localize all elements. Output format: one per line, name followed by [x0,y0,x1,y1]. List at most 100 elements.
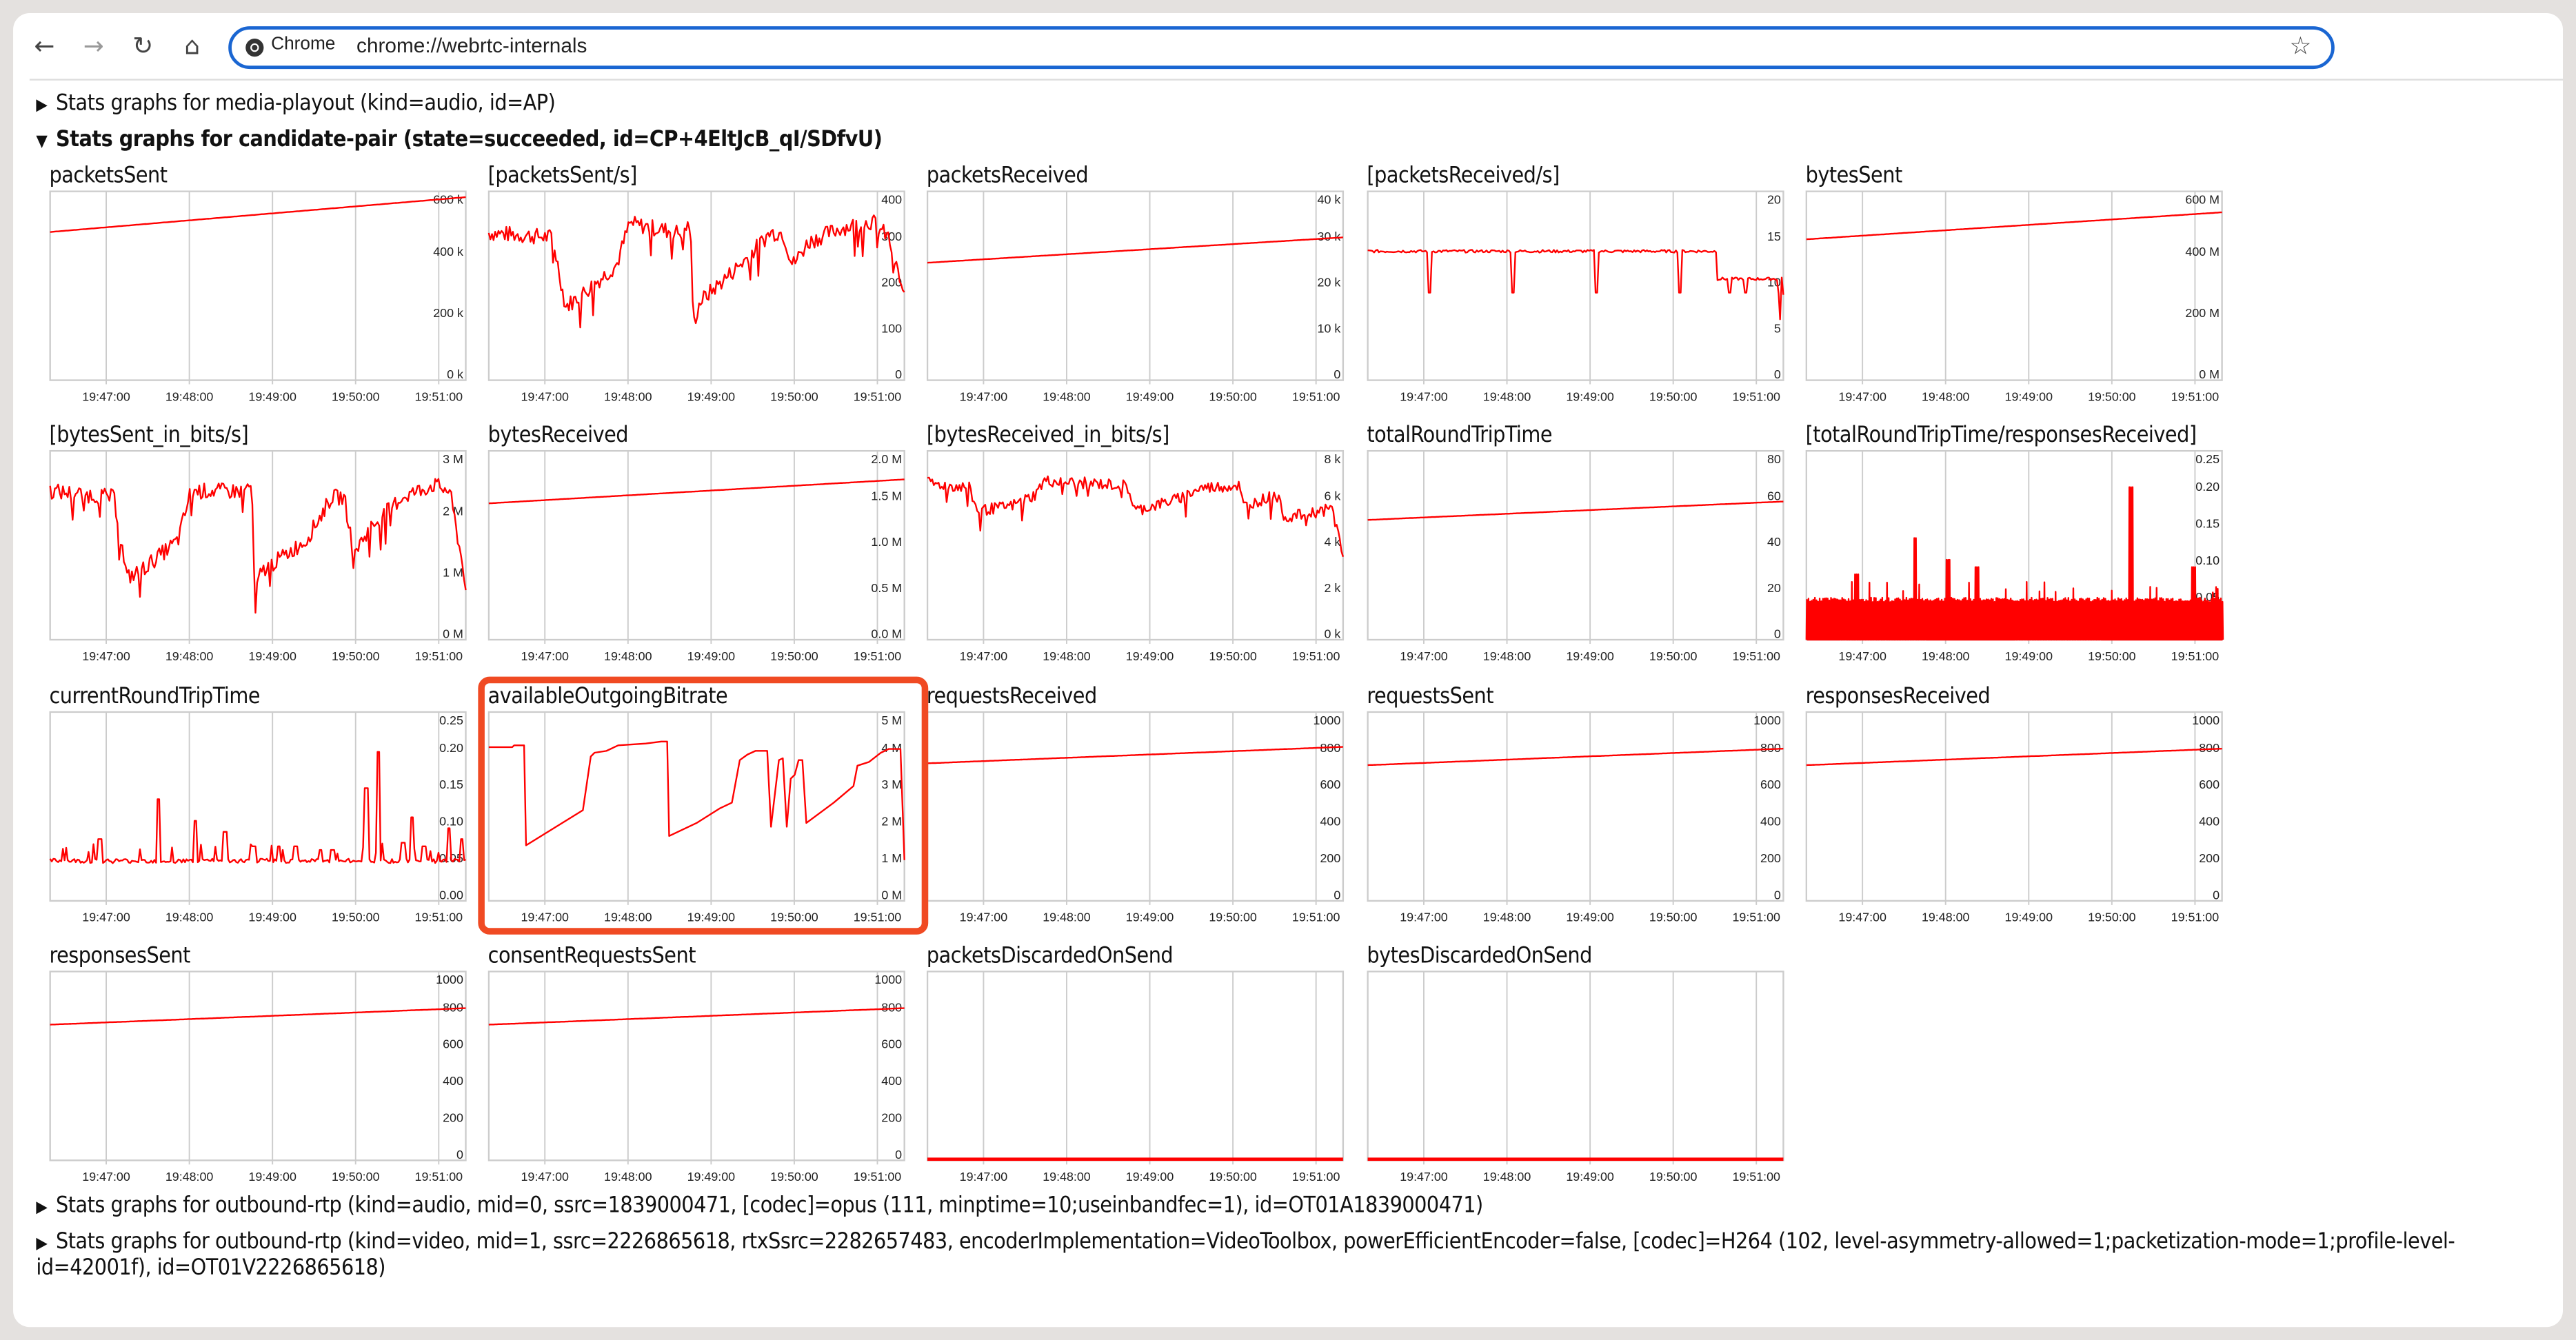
section-label: Stats graphs for candidate-pair (state=s… [56,128,883,153]
svg-text:19:51:00: 19:51:00 [854,649,902,663]
graph-panel: [bytesReceived_in_bits/s] 19:47:00 19:48:0… [926,424,1351,670]
graph-panel: consentRequestsSent 19:47:00 19:48:00 19:49… [487,944,912,1190]
svg-text:19:47:00: 19:47:00 [82,1170,130,1184]
svg-text:19:49:00: 19:49:00 [248,389,296,403]
svg-text:19:51:00: 19:51:00 [415,389,463,403]
svg-text:19:49:00: 19:49:00 [248,911,296,924]
svg-text:0.10: 0.10 [2195,554,2220,567]
svg-text:19:48:00: 19:48:00 [1483,911,1531,924]
svg-text:400: 400 [443,1074,463,1088]
section-media-playout[interactable]: ▶ Stats graphs for media-playout (kind=au… [36,92,555,116]
graph-canvas: 19:47:00 19:48:00 19:49:00 19:50:00 19:51:00… [49,711,467,924]
svg-text:200: 200 [1760,851,1781,865]
svg-text:200: 200 [443,1111,463,1125]
svg-text:0: 0 [2213,889,2220,902]
home-icon[interactable]: ⌂ [184,31,201,61]
svg-text:19:48:00: 19:48:00 [604,1170,652,1184]
series-line [488,740,905,860]
series-line [927,746,1343,764]
forward-icon[interactable]: → [83,31,104,61]
svg-text:3 M: 3 M [881,778,902,791]
svg-text:19:50:00: 19:50:00 [332,1170,380,1184]
graph-title: consentRequestsSent [487,944,696,969]
reload-icon[interactable]: ↻ [132,31,154,61]
svg-text:4 k: 4 k [1324,535,1340,549]
graph-canvas: 19:47:00 19:48:00 19:49:00 19:50:00 19:51:00… [49,971,467,1184]
graph-panel: requestsSent 19:47:00 19:48:00 19:49:00 19:5… [1367,685,1791,931]
svg-text:0.00: 0.00 [439,889,463,902]
svg-text:0.15: 0.15 [439,778,463,791]
graph-title: requestsSent [1367,684,1494,710]
svg-text:400: 400 [1760,815,1781,829]
svg-text:19:50:00: 19:50:00 [770,649,818,663]
graph-panel: packetsSent 19:47:00 19:48:00 19:49:00 19:50… [49,164,473,410]
series-line [488,478,905,505]
series-line [488,1007,905,1026]
svg-text:19:48:00: 19:48:00 [165,649,214,663]
url-text[interactable]: chrome://webrtc-internals [356,34,587,58]
svg-text:600: 600 [1320,778,1340,791]
svg-text:19:47:00: 19:47:00 [960,1170,1008,1184]
svg-text:19:47:00: 19:47:00 [82,389,130,403]
svg-text:1000: 1000 [2192,713,2220,727]
svg-text:19:51:00: 19:51:00 [1292,649,1340,663]
svg-text:80: 80 [1767,452,1781,466]
svg-text:19:47:00: 19:47:00 [1838,389,1886,403]
svg-text:800: 800 [1760,741,1781,755]
svg-text:600 M: 600 M [2185,192,2220,206]
svg-text:19:50:00: 19:50:00 [2088,389,2136,403]
graph-panel: responsesSent 19:47:00 19:48:00 19:49:00 19:… [49,944,473,1190]
svg-text:1.5 M: 1.5 M [871,489,902,502]
svg-text:19:51:00: 19:51:00 [1732,911,1780,924]
svg-text:0.15: 0.15 [2195,516,2220,530]
graph-canvas: 19:47:00 19:48:00 19:49:00 19:50:00 19:51:00… [1367,190,1784,403]
svg-text:19:50:00: 19:50:00 [1209,649,1257,663]
expanded-triangle-icon: ▼ [36,132,48,152]
toolbar-divider [29,79,2564,81]
series-line [1805,486,2224,641]
graph-panel: currentRoundTripTime 19:47:00 19:48:00 19:4… [49,685,473,931]
svg-text:200: 200 [881,276,902,290]
svg-text:40: 40 [1767,535,1781,549]
series-line [1367,747,1784,767]
svg-text:19:47:00: 19:47:00 [521,389,569,403]
svg-text:19:48:00: 19:48:00 [165,911,214,924]
address-bar[interactable]: Chrome chrome://webrtc-internals ☆ [228,26,2335,70]
svg-text:19:47:00: 19:47:00 [1838,649,1886,663]
svg-text:19:48:00: 19:48:00 [1922,649,1970,663]
svg-text:19:51:00: 19:51:00 [1732,389,1780,403]
svg-text:800: 800 [881,1000,902,1014]
svg-text:0.25: 0.25 [2195,452,2220,466]
svg-text:19:47:00: 19:47:00 [1400,389,1448,403]
back-icon[interactable]: ← [34,31,55,61]
section-outbound-rtp-audio[interactable]: ▶ Stats graphs for outbound-rtp (kind=aud… [36,1194,1483,1219]
bookmark-star-icon[interactable]: ☆ [2289,31,2312,61]
browser-toolbar: ← → ↻ ⌂ Chrome chrome://webrtc-internals… [13,13,2563,79]
collapsed-triangle-icon: ▶ [36,1199,48,1217]
graph-title: bytesReceived [487,423,629,449]
svg-text:400 k: 400 k [433,245,463,258]
graph-panel: [packetsReceived/s] 19:47:00 19:48:00 19:49… [1367,164,1791,410]
svg-text:19:51:00: 19:51:00 [2171,649,2220,663]
svg-text:19:47:00: 19:47:00 [1400,649,1448,663]
svg-text:19:50:00: 19:50:00 [770,911,818,924]
svg-text:19:49:00: 19:49:00 [1126,1170,1174,1184]
svg-text:19:48:00: 19:48:00 [1043,1170,1091,1184]
graph-canvas: 19:47:00 19:48:00 19:49:00 19:50:00 19:51:00… [1805,711,2223,924]
svg-text:600: 600 [443,1037,463,1051]
graph-canvas: 19:47:00 19:48:00 19:49:00 19:50:00 19:51:00… [487,449,905,663]
graph-canvas: 19:47:00 19:48:00 19:49:00 19:50:00 19:51:00… [487,971,905,1184]
section-outbound-rtp-video[interactable]: ▶ Stats graphs for outbound-rtp (kind=vid… [36,1230,2550,1281]
svg-text:3 M: 3 M [443,452,463,466]
collapsed-triangle-icon: ▶ [36,97,48,115]
svg-text:19:49:00: 19:49:00 [1566,649,1614,663]
graph-canvas: 19:47:00 19:48:00 19:49:00 19:50:00 19:51:00… [926,711,1345,924]
svg-text:19:51:00: 19:51:00 [1292,389,1340,403]
svg-text:200: 200 [2199,851,2220,865]
series-line [927,236,1343,264]
svg-text:19:50:00: 19:50:00 [332,649,380,663]
section-candidate-pair[interactable]: ▼ Stats graphs for candidate-pair (state=… [36,128,882,153]
svg-text:19:50:00: 19:50:00 [332,389,380,403]
svg-text:0.20: 0.20 [439,741,463,755]
chrome-logo-icon [245,38,264,57]
